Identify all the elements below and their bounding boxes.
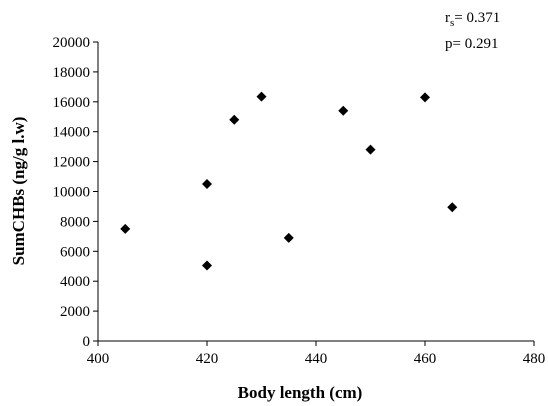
x-tick-label: 400: [87, 351, 110, 367]
y-tick-label: 18000: [53, 65, 91, 81]
y-axis-title: SumCHBs (ng/g l.w): [9, 117, 28, 266]
data-point: [338, 105, 349, 116]
y-tick-label: 12000: [53, 155, 91, 171]
y-tick-label: 4000: [60, 274, 90, 290]
rs-symbol: r: [445, 10, 450, 26]
y-tick-label: 14000: [53, 125, 91, 141]
p-value-annotation: p= 0.291: [445, 36, 498, 52]
data-point: [283, 232, 294, 243]
rs-subscript: s: [450, 17, 454, 29]
data-point: [202, 179, 212, 190]
data-point: [202, 260, 212, 271]
x-tick-label: 460: [414, 351, 437, 367]
x-axis-ticks: 400 420 440 460 480: [87, 341, 546, 367]
y-tick-label: 16000: [53, 95, 91, 111]
data-points: [120, 91, 458, 271]
data-point: [256, 91, 267, 102]
x-axis-title: Body length (cm): [238, 383, 363, 402]
y-axis-ticks: 0 2000 4000 6000 8000 10000 12000 14000 16000 180…: [53, 35, 98, 350]
x-tick-label: 420: [196, 351, 219, 367]
data-point: [120, 223, 131, 234]
data-point: [365, 144, 376, 155]
x-tick-label: 480: [523, 351, 546, 367]
axes: [97, 42, 534, 342]
x-tick-label: 440: [305, 351, 328, 367]
data-point: [229, 114, 240, 125]
y-tick-label: 20000: [53, 35, 91, 51]
y-tick-label: 10000: [53, 185, 91, 201]
y-tick-label: 8000: [60, 214, 90, 230]
rs-value: = 0.371: [454, 10, 500, 26]
data-point: [447, 202, 458, 213]
y-tick-label: 0: [83, 334, 91, 350]
data-point: [420, 92, 430, 103]
spearman-r-annotation: rs= 0.371: [445, 10, 500, 29]
y-tick-label: 2000: [60, 304, 90, 320]
y-tick-label: 6000: [60, 244, 90, 260]
